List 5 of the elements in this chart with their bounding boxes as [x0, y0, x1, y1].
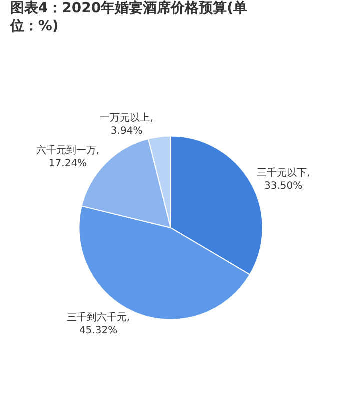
- chart-title: 图表4：2020年婚宴酒席价格预算(单位：%): [9, 0, 248, 35]
- slice-label: 一万元以上, 3.94%: [100, 112, 154, 138]
- slice-label: 三千到六千元, 45.32%: [66, 311, 130, 336]
- slice-label: 三千元以下, 33.50%: [256, 166, 310, 192]
- slice-label: 六千元到一万, 17.24%: [36, 144, 100, 170]
